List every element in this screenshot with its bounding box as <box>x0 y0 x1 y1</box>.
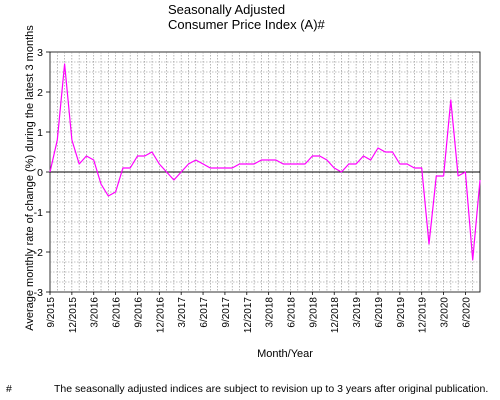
chart-labels: 3 2 1 0 -1 -2 -39/2015 12/2015 3/2016 6/2016 9/201… <box>24 25 472 360</box>
footnote-text: The seasonally adjusted indices are subj… <box>54 383 489 395</box>
series-line <box>49 63 481 261</box>
x-tick-label: 3/2018 <box>265 297 276 328</box>
y-tick-label: 2 <box>37 87 43 99</box>
x-tick-label: 6/2018 <box>287 297 298 328</box>
x-tick-label: 12/2018 <box>330 297 341 334</box>
y-tick-label: -1 <box>34 207 43 219</box>
chart-title: Seasonally Adjusted Consumer Price Index… <box>168 2 325 32</box>
x-tick-label: 6/2020 <box>461 297 472 328</box>
footnote-mark: # <box>6 383 12 395</box>
x-tick-label: 3/2019 <box>352 297 363 328</box>
x-tick-label: 12/2019 <box>418 297 429 334</box>
x-tick-label: 9/2016 <box>133 297 144 328</box>
chart-title-line-2: Consumer Price Index (A)# <box>168 17 325 32</box>
x-tick-label: 9/2017 <box>221 297 232 328</box>
y-tick-label: 3 <box>37 47 43 59</box>
x-tick-label: 3/2020 <box>440 297 451 328</box>
x-tick-label: 9/2019 <box>396 297 407 328</box>
y-tick-label: -3 <box>34 287 43 299</box>
x-tick-label: 6/2016 <box>112 297 123 328</box>
y-tick-label: 0 <box>37 167 43 179</box>
x-axis-label: Month/Year <box>257 348 313 360</box>
y-tick-label: -2 <box>34 247 43 259</box>
chart-axes <box>46 51 480 295</box>
x-tick-label: 6/2017 <box>199 297 210 328</box>
y-tick-label: 1 <box>37 127 43 139</box>
x-tick-label: 12/2016 <box>155 297 166 334</box>
chart-series <box>49 63 481 261</box>
x-tick-label: 9/2015 <box>46 297 57 328</box>
x-tick-label: 12/2015 <box>68 297 79 334</box>
chart-title-line-1: Seasonally Adjusted <box>168 2 286 17</box>
x-tick-label: 3/2017 <box>177 297 188 328</box>
x-tick-label: 6/2019 <box>374 297 385 328</box>
y-axis-label: Average monthly rate of change (%) durin… <box>24 25 36 331</box>
x-tick-label: 9/2018 <box>308 297 319 328</box>
x-tick-label: 3/2016 <box>90 297 101 328</box>
footnote: # The seasonally adjusted indices are sub… <box>0 383 500 395</box>
x-tick-label: 12/2017 <box>243 297 254 334</box>
